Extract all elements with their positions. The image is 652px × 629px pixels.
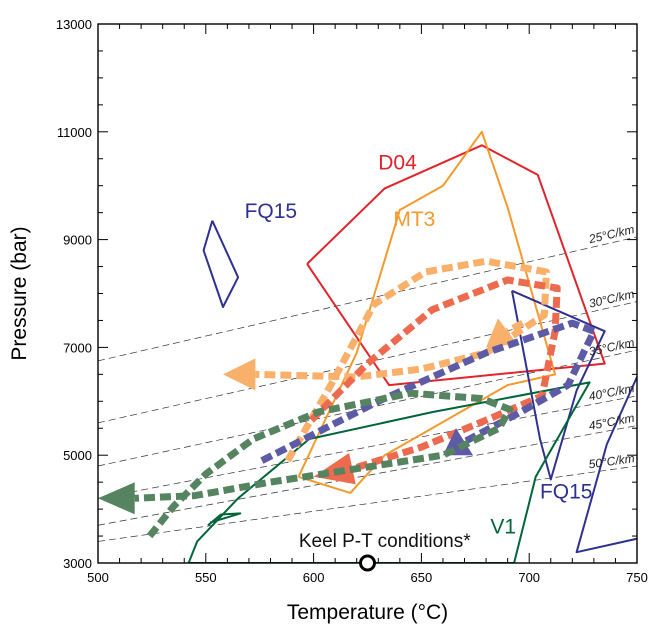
annotation-v1-5: V1 — [490, 515, 516, 538]
x-axis-title: Temperature (°C) — [287, 601, 448, 624]
pt-path-1 — [255, 257, 550, 463]
field-d04-1 — [306, 144, 606, 387]
geotherm-line-6 — [98, 465, 637, 542]
annotation-fq15-4: FQ15 — [540, 480, 593, 503]
x-tick-label: 500 — [87, 570, 109, 585]
geotherm-label-5: 45°C/km — [588, 411, 636, 433]
y-tick-label: 11000 — [57, 125, 92, 140]
y-tick-label: 13000 — [56, 17, 92, 32]
field-fq15-4 — [511, 289, 606, 481]
field-fq15-3 — [202, 220, 240, 308]
geotherm-label-1: 25°C/km — [587, 222, 636, 246]
y-tick-label: 5000 — [63, 448, 92, 463]
x-tick-label: 550 — [195, 570, 217, 585]
annotation-mt3-2: MT3 — [393, 208, 435, 231]
annotation-d04-1: D04 — [378, 152, 417, 175]
pt-path-arrowhead-5 — [98, 482, 135, 515]
x-tick-label: 650 — [411, 570, 433, 585]
y-axis-title: Pressure (bar) — [8, 226, 31, 360]
y-tick-label: 7000 — [63, 340, 92, 355]
annotation-keel-p-t-conditions-6: Keel P-T conditions* — [299, 531, 471, 552]
geotherm-line-1 — [98, 236, 637, 362]
geotherm-label-6: 50°C/km — [588, 451, 636, 471]
pt-path-arrowhead-1 — [223, 358, 256, 391]
x-tick-label: 700 — [518, 570, 540, 585]
field-inset-7 — [207, 512, 242, 527]
field-fq15-5 — [575, 376, 637, 554]
field-v1-6 — [187, 381, 591, 563]
pt-path-group — [98, 257, 598, 539]
y-tick-label: 3000 — [63, 556, 92, 571]
pt-path-arrowhead-2 — [486, 318, 518, 348]
geotherm-label-2: 30°C/km — [588, 287, 636, 311]
keel-point-marker — [359, 554, 376, 572]
pt-path-2 — [505, 320, 525, 335]
x-tick-label: 600 — [303, 570, 325, 585]
x-tick-label: 750 — [626, 570, 648, 585]
pt-path-5 — [134, 389, 514, 539]
geotherm-line-5 — [98, 425, 637, 526]
y-tick-label: 9000 — [63, 233, 92, 248]
geotherm-line-4 — [98, 395, 637, 499]
annotation-fq15-3: FQ15 — [245, 200, 298, 223]
geotherm-label-3: 35°C/km — [588, 335, 636, 358]
geotherm-label-4: 40°C/km — [588, 381, 636, 403]
